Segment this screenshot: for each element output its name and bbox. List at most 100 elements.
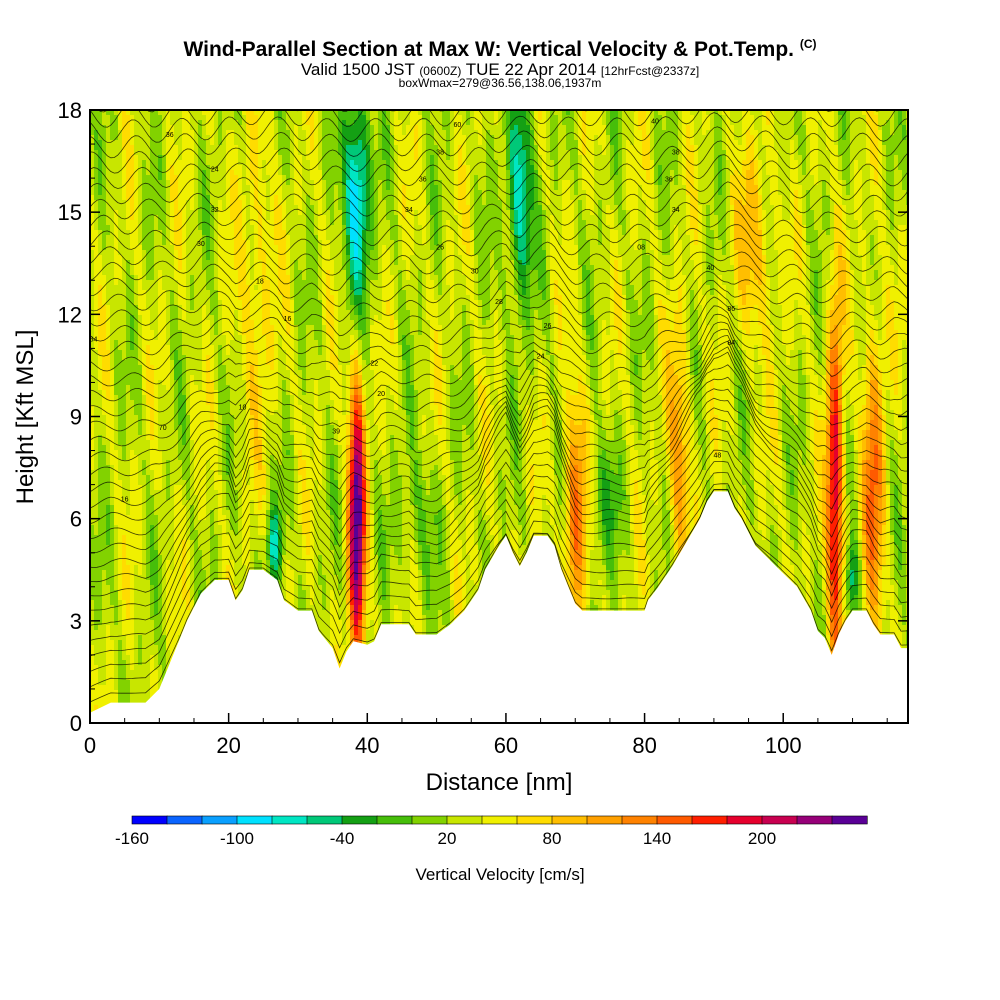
velocity-cell — [122, 665, 127, 671]
velocity-cell — [138, 665, 143, 671]
velocity-cell — [98, 640, 103, 646]
velocity-cell — [94, 560, 99, 566]
velocity-cell — [98, 475, 103, 481]
velocity-cell — [126, 115, 131, 121]
velocity-cell — [130, 585, 135, 591]
velocity-cell — [94, 645, 99, 651]
velocity-cell — [146, 260, 151, 266]
velocity-cell — [134, 550, 139, 556]
velocity-cell — [94, 320, 99, 326]
velocity-cell — [138, 380, 143, 386]
velocity-cell — [142, 470, 147, 476]
velocity-cell — [126, 175, 131, 181]
velocity-cell — [122, 625, 127, 631]
velocity-cell — [130, 135, 135, 141]
velocity-cell — [118, 245, 123, 251]
velocity-cell — [110, 475, 115, 481]
velocity-cell — [94, 410, 99, 416]
velocity-cell — [142, 265, 147, 271]
velocity-cell — [118, 520, 123, 526]
velocity-cell — [94, 300, 99, 306]
velocity-cell — [94, 630, 99, 636]
velocity-cell — [134, 665, 139, 671]
velocity-cell — [98, 505, 103, 511]
velocity-cell — [114, 300, 119, 306]
velocity-cell — [98, 470, 103, 476]
velocity-cell — [98, 570, 103, 576]
velocity-cell — [102, 330, 107, 336]
velocity-cell — [130, 590, 135, 596]
velocity-cell — [138, 150, 143, 156]
velocity-cell — [146, 210, 151, 216]
velocity-cell — [130, 375, 135, 381]
velocity-cell — [142, 310, 147, 316]
velocity-cell — [146, 315, 151, 321]
velocity-cell — [94, 400, 99, 406]
velocity-cell — [110, 135, 115, 141]
velocity-cell — [134, 295, 139, 301]
velocity-cell — [130, 595, 135, 601]
velocity-cell — [142, 540, 147, 546]
velocity-cell — [114, 545, 119, 551]
velocity-cell — [130, 535, 135, 541]
velocity-cell — [122, 195, 127, 201]
velocity-cell — [102, 510, 107, 516]
velocity-cell — [146, 125, 151, 131]
velocity-cell — [138, 645, 143, 651]
velocity-cell — [130, 520, 135, 526]
velocity-cell — [134, 285, 139, 291]
velocity-cell — [118, 435, 123, 441]
velocity-cell — [130, 685, 135, 691]
velocity-cell — [106, 445, 111, 451]
velocity-cell — [114, 255, 119, 261]
velocity-cell — [114, 405, 119, 411]
velocity-cell — [130, 655, 135, 661]
velocity-cell — [126, 590, 131, 596]
velocity-cell — [106, 455, 111, 461]
velocity-cell — [138, 525, 143, 531]
velocity-cell — [94, 540, 99, 546]
velocity-cell — [102, 190, 107, 196]
velocity-cell — [142, 355, 147, 361]
velocity-cell — [138, 595, 143, 601]
velocity-cell — [94, 280, 99, 286]
velocity-cell — [134, 595, 139, 601]
velocity-cell — [98, 655, 103, 661]
velocity-cell — [126, 235, 131, 241]
velocity-cell — [110, 445, 115, 451]
velocity-cell — [122, 155, 127, 161]
velocity-cell — [130, 400, 135, 406]
velocity-cell — [122, 575, 127, 581]
velocity-cell — [122, 365, 127, 371]
velocity-cell — [98, 175, 103, 181]
velocity-cell — [138, 460, 143, 466]
velocity-cell — [142, 185, 147, 191]
velocity-cell — [118, 440, 123, 446]
velocity-cell — [130, 200, 135, 206]
velocity-cell — [122, 335, 127, 341]
velocity-cell — [130, 185, 135, 191]
velocity-cell — [106, 360, 111, 366]
velocity-cell — [126, 525, 131, 531]
velocity-cell — [134, 310, 139, 316]
velocity-cell — [94, 495, 99, 501]
velocity-cell — [138, 410, 143, 416]
velocity-cell — [134, 615, 139, 621]
velocity-cell — [146, 165, 151, 171]
velocity-cell — [102, 630, 107, 636]
velocity-cell — [130, 575, 135, 581]
velocity-cell — [118, 210, 123, 216]
velocity-cell — [102, 450, 107, 456]
velocity-cell — [110, 270, 115, 276]
velocity-cell — [118, 405, 123, 411]
velocity-cell — [118, 295, 123, 301]
velocity-cell — [134, 200, 139, 206]
velocity-cell — [126, 420, 131, 426]
velocity-cell — [110, 530, 115, 536]
velocity-cell — [138, 425, 143, 431]
velocity-cell — [126, 430, 131, 436]
velocity-cell — [126, 640, 131, 646]
velocity-cell — [118, 575, 123, 581]
velocity-cell — [130, 610, 135, 616]
velocity-cell — [134, 180, 139, 186]
